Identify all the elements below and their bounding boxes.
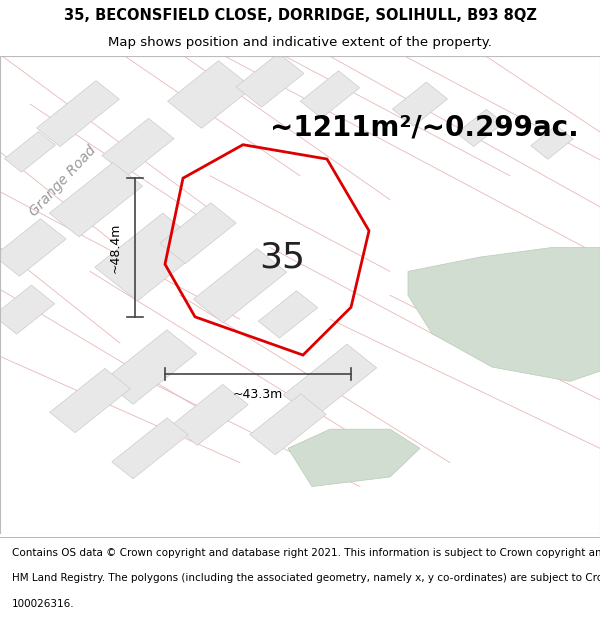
Polygon shape (408, 248, 600, 381)
Polygon shape (236, 53, 304, 108)
Text: HM Land Registry. The polygons (including the associated geometry, namely x, y c: HM Land Registry. The polygons (includin… (12, 573, 600, 583)
Polygon shape (167, 61, 253, 128)
Text: ~1211m²/~0.299ac.: ~1211m²/~0.299ac. (270, 114, 579, 142)
Polygon shape (283, 344, 377, 419)
Polygon shape (457, 109, 503, 147)
Polygon shape (102, 118, 174, 176)
Polygon shape (259, 291, 317, 338)
Polygon shape (112, 418, 188, 479)
Polygon shape (301, 71, 359, 118)
Text: 35: 35 (259, 240, 305, 274)
Polygon shape (5, 132, 55, 172)
Polygon shape (95, 213, 205, 301)
Polygon shape (288, 429, 420, 486)
Text: Contains OS data © Crown copyright and database right 2021. This information is : Contains OS data © Crown copyright and d… (12, 548, 600, 558)
Polygon shape (50, 368, 130, 432)
Text: ~43.3m: ~43.3m (233, 388, 283, 401)
Polygon shape (392, 82, 448, 126)
Polygon shape (49, 162, 143, 237)
Polygon shape (37, 81, 119, 147)
Polygon shape (160, 202, 236, 264)
Polygon shape (193, 249, 287, 323)
Polygon shape (103, 330, 197, 404)
Text: 100026316.: 100026316. (12, 599, 74, 609)
Polygon shape (0, 219, 66, 276)
Polygon shape (250, 394, 326, 455)
Polygon shape (0, 285, 55, 334)
Polygon shape (172, 384, 248, 445)
Text: 35, BECONSFIELD CLOSE, DORRIDGE, SOLIHULL, B93 8QZ: 35, BECONSFIELD CLOSE, DORRIDGE, SOLIHUL… (64, 8, 536, 23)
Text: ~48.4m: ~48.4m (109, 222, 122, 272)
Text: Map shows position and indicative extent of the property.: Map shows position and indicative extent… (108, 36, 492, 49)
Text: Grange Road: Grange Road (27, 142, 99, 219)
Polygon shape (531, 126, 573, 159)
